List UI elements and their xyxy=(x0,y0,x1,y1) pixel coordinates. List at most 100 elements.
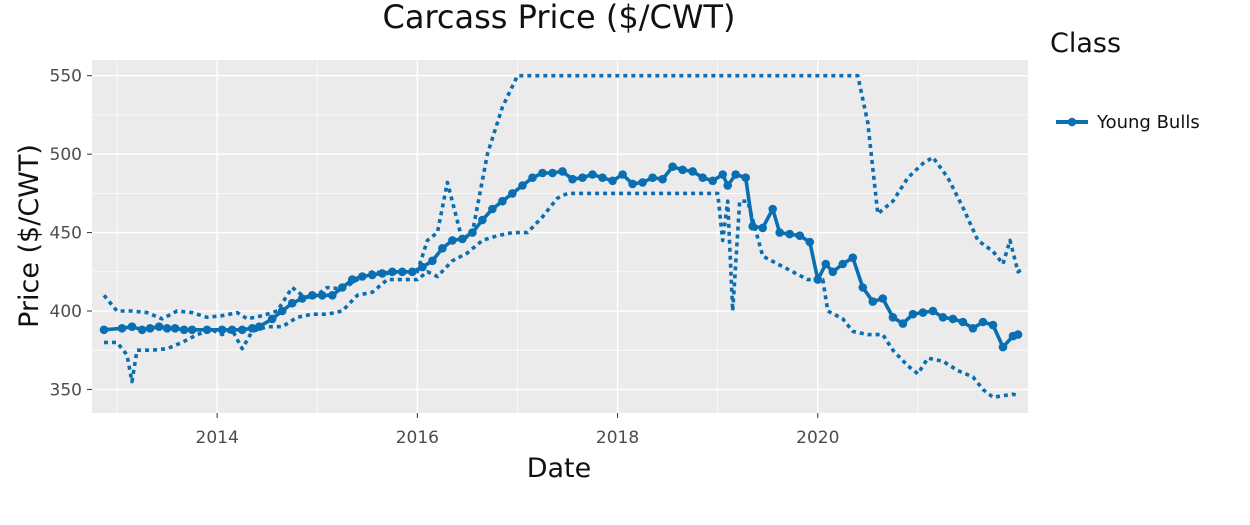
series-point-young-bulls xyxy=(202,325,212,335)
series-point-young-bulls xyxy=(918,308,928,317)
series-point-young-bulls xyxy=(358,272,367,281)
series-point-young-bulls xyxy=(1013,330,1023,339)
series-point-young-bulls xyxy=(328,291,337,300)
series-point-young-bulls xyxy=(338,283,347,292)
series-point-young-bulls xyxy=(878,294,888,303)
series-point-young-bulls xyxy=(748,222,757,231)
y-tick-label: 400 xyxy=(50,302,82,322)
series-point-young-bulls xyxy=(368,270,377,280)
series-point-young-bulls xyxy=(408,267,417,277)
series-point-young-bulls xyxy=(758,223,767,233)
y-tick-label: 500 xyxy=(50,145,82,165)
series-point-young-bulls xyxy=(388,267,397,277)
series-point-young-bulls xyxy=(267,314,277,324)
series-point-young-bulls xyxy=(988,320,998,330)
y-axis-title: Price ($/CWT) xyxy=(14,144,45,328)
y-tick-label: 450 xyxy=(50,224,82,244)
series-point-young-bulls xyxy=(478,215,487,225)
series-point-young-bulls xyxy=(588,170,597,179)
series-point-young-bulls xyxy=(708,176,717,186)
plot-area: 2014 2016 2018 2020 350 400 450 500 550 xyxy=(50,60,1028,448)
legend: Class Young Bulls xyxy=(1050,28,1200,133)
series-point-young-bulls xyxy=(348,275,357,284)
series-point-young-bulls xyxy=(618,170,627,179)
series-point-young-bulls xyxy=(998,342,1008,352)
series-point-young-bulls xyxy=(99,325,109,335)
series-point-young-bulls xyxy=(518,181,527,190)
series-point-young-bulls xyxy=(247,324,257,333)
series-point-young-bulls xyxy=(297,294,307,303)
series-point-young-bulls xyxy=(668,162,677,171)
series-line-young-bulls xyxy=(103,164,1019,349)
series-point-young-bulls xyxy=(718,170,727,179)
series-point-young-bulls xyxy=(187,325,197,335)
series-point-young-bulls xyxy=(398,267,407,277)
series-point-young-bulls xyxy=(805,237,815,247)
x-tick-label: 2018 xyxy=(596,428,639,448)
x-tick-label: 2014 xyxy=(196,428,239,448)
series-point-young-bulls xyxy=(968,324,978,333)
series-point-young-bulls xyxy=(179,325,189,335)
series-point-young-bulls xyxy=(948,314,958,324)
series-point-young-bulls xyxy=(598,173,607,182)
series-point-young-bulls xyxy=(217,325,227,335)
series-point-young-bulls xyxy=(741,173,750,182)
series-point-young-bulls xyxy=(658,174,667,184)
series-point-young-bulls xyxy=(277,306,287,316)
series-point-young-bulls xyxy=(628,179,637,189)
series-point-young-bulls xyxy=(227,325,237,335)
series-point-young-bulls xyxy=(648,173,657,182)
series-point-young-bulls xyxy=(608,176,617,186)
series-point-young-bulls xyxy=(978,317,988,327)
series-dotted-line-2 xyxy=(104,191,1019,400)
series-point-young-bulls xyxy=(908,309,918,319)
series-point-young-bulls xyxy=(154,322,164,332)
series-dotted-line-1 xyxy=(102,73,1024,321)
plot-panel xyxy=(92,60,1028,413)
series-point-young-bulls xyxy=(170,324,180,333)
series-point-young-bulls xyxy=(307,291,317,300)
series-point-young-bulls xyxy=(137,325,147,335)
series-point-young-bulls xyxy=(785,229,794,239)
series-point-young-bulls xyxy=(795,231,805,240)
series-point-young-bulls xyxy=(731,170,740,179)
series-point-young-bulls xyxy=(858,283,868,292)
series-point-young-bulls xyxy=(938,313,948,322)
legend-title: Class xyxy=(1050,28,1121,59)
series-point-young-bulls xyxy=(317,291,327,300)
series-point-young-bulls xyxy=(468,228,477,237)
series-point-young-bulls xyxy=(828,267,838,277)
series-point-young-bulls xyxy=(723,181,732,190)
series-point-young-bulls xyxy=(428,256,437,266)
series-point-young-bulls xyxy=(578,173,587,182)
series-point-young-bulls xyxy=(868,297,878,306)
series-point-young-bulls xyxy=(254,322,264,332)
series-point-young-bulls xyxy=(888,313,898,322)
series-point-young-bulls xyxy=(548,168,557,178)
series-point-young-bulls xyxy=(438,244,447,253)
series-point-young-bulls xyxy=(568,174,577,184)
series-point-young-bulls xyxy=(688,167,697,176)
series-point-young-bulls xyxy=(698,173,707,182)
series-point-young-bulls xyxy=(821,259,831,269)
series-point-young-bulls xyxy=(488,204,497,214)
x-axis-title: Date xyxy=(527,453,592,484)
series-point-young-bulls xyxy=(237,325,247,335)
series-point-young-bulls xyxy=(418,262,427,272)
series-point-young-bulls xyxy=(458,234,467,244)
series-point-young-bulls xyxy=(848,253,858,262)
series-point-young-bulls xyxy=(127,322,137,332)
series-point-young-bulls xyxy=(145,324,155,333)
x-tick-label: 2016 xyxy=(396,428,439,448)
y-tick-label: 350 xyxy=(50,380,82,400)
series-point-young-bulls xyxy=(162,324,172,333)
series-point-young-bulls xyxy=(538,168,547,178)
x-tick-label: 2020 xyxy=(796,428,839,448)
series-point-young-bulls xyxy=(928,306,938,316)
legend-entry-young-bulls: Young Bulls xyxy=(1096,112,1200,133)
series-point-young-bulls xyxy=(678,165,687,175)
series-point-young-bulls xyxy=(498,196,507,206)
series-point-young-bulls xyxy=(898,319,908,328)
chart-title: Carcass Price ($/CWT) xyxy=(383,0,736,36)
